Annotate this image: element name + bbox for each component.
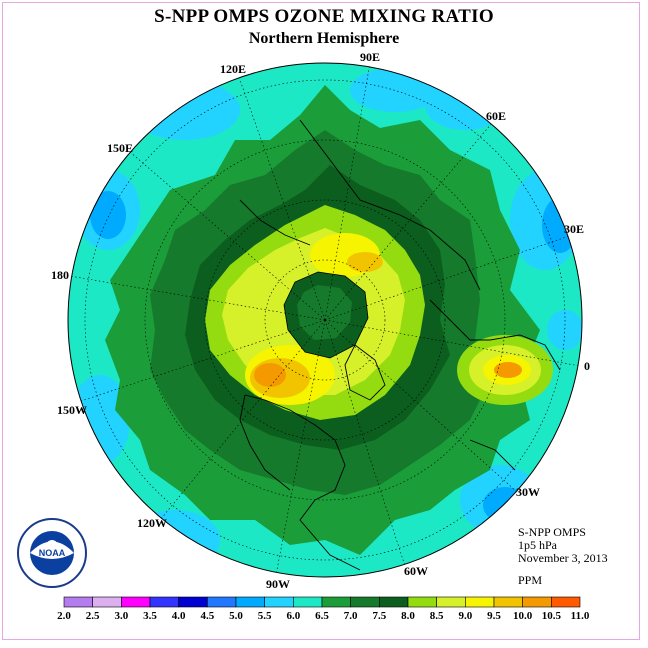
colorbar-tick-label: 3.5 xyxy=(143,610,157,622)
atlantic-high-95 xyxy=(494,362,522,378)
colorbar-tick-label: 9.5 xyxy=(487,610,501,622)
colorbar-swatch xyxy=(350,596,380,608)
lon-label-90w: 90W xyxy=(266,577,290,591)
colorbar-swatch xyxy=(149,596,179,608)
colorbar-swatch xyxy=(235,596,265,608)
colorbar-swatch xyxy=(522,596,552,608)
colorbar-tick-label: 11.0 xyxy=(571,610,590,622)
info-instrument: S-NPP OMPS xyxy=(518,525,586,539)
colorbar-tick-label: 2.5 xyxy=(86,610,100,622)
coast-greenland xyxy=(344,344,386,401)
colorbar-swatch xyxy=(465,596,495,608)
info-date: November 3, 2013 xyxy=(518,551,608,565)
colorbar-tick-label: 6.0 xyxy=(286,610,300,622)
meridians xyxy=(69,63,581,576)
coastlines xyxy=(239,119,561,571)
colorbar-tick-label: 3.0 xyxy=(114,610,128,622)
colorbar-swatch xyxy=(293,596,323,608)
colorbar-swatch xyxy=(436,596,466,608)
figure-frame xyxy=(2,2,640,640)
coast-siberia xyxy=(239,199,311,246)
lon-label-0: 0 xyxy=(584,359,590,373)
coast-west-us xyxy=(239,394,291,491)
contour-95-b xyxy=(254,363,286,387)
lon-label-30w: 30W xyxy=(516,485,540,499)
colorbar-tick-label: 4.0 xyxy=(172,610,186,622)
lon-label-90e: 90E xyxy=(360,50,380,64)
colorbar-tick-label: 8.0 xyxy=(401,610,415,622)
colorbar-swatch xyxy=(178,596,208,608)
noaa-logo-text: NOAA xyxy=(39,548,66,558)
lon-label-180: 180 xyxy=(51,268,69,282)
colorbar-tick-label: 5.5 xyxy=(258,610,272,622)
lon-label-120w: 120W xyxy=(137,516,167,530)
coast-asia xyxy=(299,119,481,291)
colorbar-swatch xyxy=(321,596,351,608)
contour-90-a xyxy=(347,252,383,272)
map-subtitle: Northern Hemisphere xyxy=(248,30,400,47)
colorbar-swatch xyxy=(493,596,523,608)
colorbar-swatch xyxy=(551,596,581,608)
lon-label-150w: 150W xyxy=(57,403,87,417)
colorbar-tick-label: 10.0 xyxy=(513,610,533,622)
colorbar-swatch xyxy=(407,596,437,608)
disk-border xyxy=(67,62,583,578)
colorbar-swatch xyxy=(63,596,93,608)
colorbar-swatch xyxy=(121,596,151,608)
colorbar-swatch xyxy=(92,596,122,608)
contour-55-i xyxy=(547,310,582,350)
noaa-logo: NOAA xyxy=(17,518,87,588)
colorbar-swatch xyxy=(207,596,237,608)
colorbar-tick-label: 7.0 xyxy=(344,610,358,622)
lon-label-60e: 60E xyxy=(486,109,506,123)
lon-label-30e: 30E xyxy=(564,222,584,236)
lon-label-150e: 150E xyxy=(107,141,133,155)
coast-europe xyxy=(429,299,561,371)
map-title: S-NPP OMPS OZONE MIXING RATIO xyxy=(154,6,494,27)
colorbar-tick-label: 7.5 xyxy=(372,610,386,622)
colorbar-tick-label: 8.5 xyxy=(430,610,444,622)
colorbar-tick-label: 9.0 xyxy=(458,610,472,622)
colorbar-swatch xyxy=(379,596,409,608)
colorbar-tick-label: 4.5 xyxy=(200,610,214,622)
contour-55-c xyxy=(130,80,240,140)
coast-africa xyxy=(469,439,516,471)
lon-label-60w: 60W xyxy=(404,564,428,578)
colorbar: 2.0 2.5 3.0 3.5 4.0 4.5 5.0 5.5 6.0 6.5 7.0 7.5 8.0 8… xyxy=(57,596,590,622)
contour-50-d xyxy=(90,191,126,239)
latitude-circles xyxy=(84,79,566,561)
lon-label-120e: 120E xyxy=(220,62,246,76)
info-level: 1p5 hPa xyxy=(518,538,557,552)
info-units: PPM xyxy=(518,573,543,587)
colorbar-swatch xyxy=(264,596,294,608)
coast-north-america xyxy=(244,394,361,571)
colorbar-tick-label: 6.5 xyxy=(315,610,329,622)
colorbar-tick-label: 5.0 xyxy=(229,610,243,622)
colorbar-tick-label: 10.5 xyxy=(542,610,562,622)
polar-vortex-inner xyxy=(297,285,352,340)
colorbar-tick-label: 2.0 xyxy=(57,610,71,622)
